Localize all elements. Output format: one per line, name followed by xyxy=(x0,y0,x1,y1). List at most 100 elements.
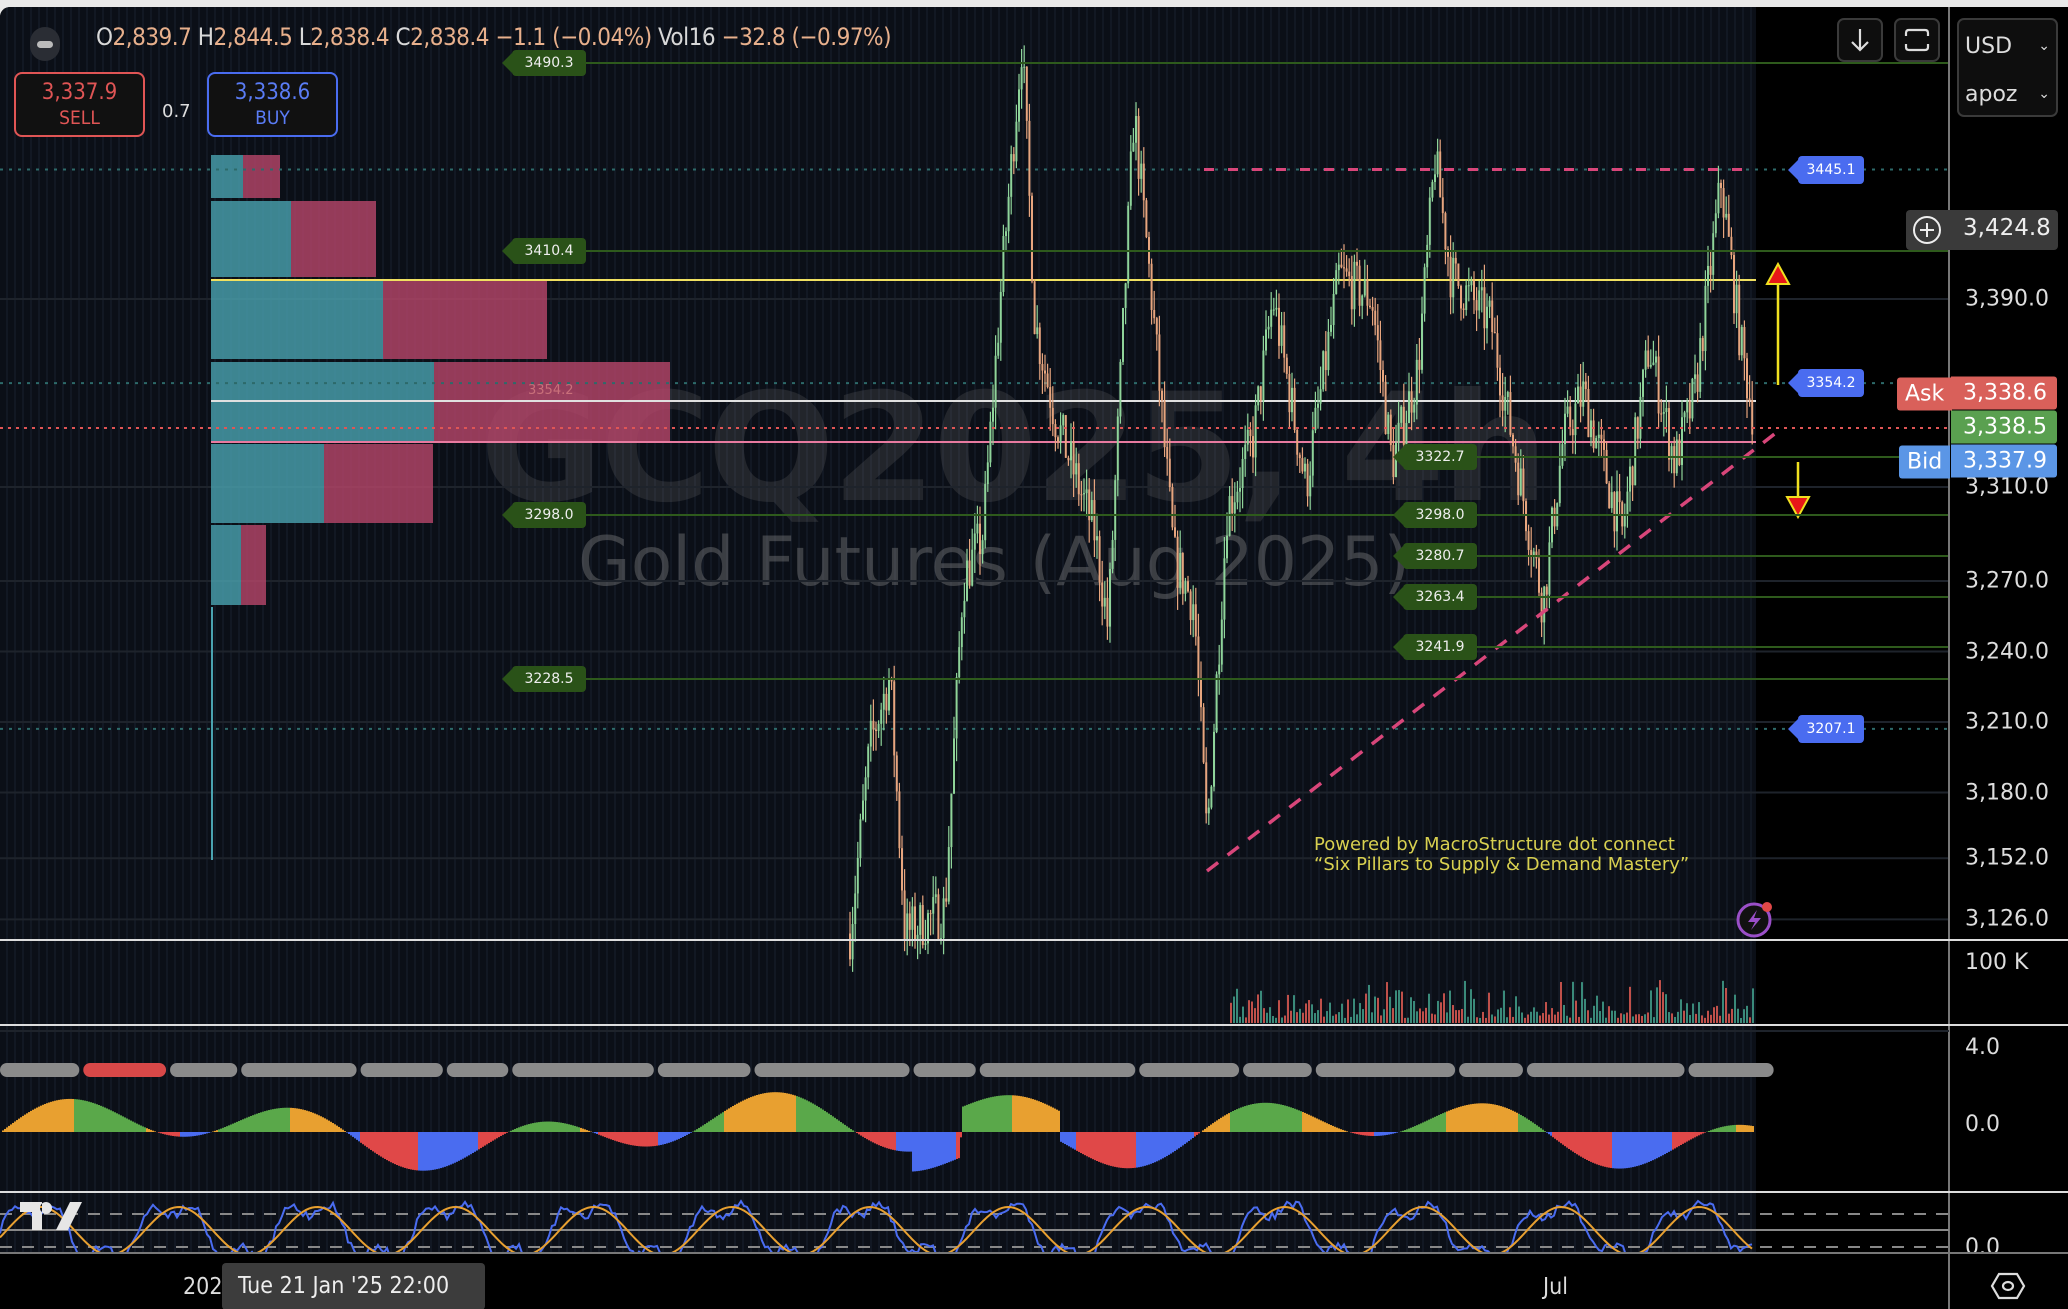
add-alert-plus-icon[interactable] xyxy=(1912,215,1942,245)
candle-body xyxy=(1548,542,1551,595)
osc-histogram-bar xyxy=(812,1103,814,1132)
osc-histogram-bar xyxy=(14,1121,16,1132)
osc-histogram-bar xyxy=(1310,1115,1312,1132)
osc-histogram-bar xyxy=(1514,1111,1516,1132)
candle-body xyxy=(1171,487,1174,528)
osc-histogram-bar xyxy=(826,1112,828,1132)
osc-histogram-bar xyxy=(82,1100,84,1132)
osc-histogram-bar xyxy=(244,1118,246,1132)
volume-bar xyxy=(1608,1006,1610,1023)
candle-body xyxy=(1644,350,1647,370)
candle-body xyxy=(1200,678,1202,708)
osc-histogram-bar xyxy=(866,1132,868,1140)
buy-button[interactable]: 3,338.6 BUY xyxy=(207,72,338,137)
volume-panel-separator[interactable] xyxy=(0,939,2068,941)
volume-bar xyxy=(1704,1017,1706,1023)
settings-icon[interactable] xyxy=(1990,1271,2026,1301)
volume-bar xyxy=(1278,1000,1280,1023)
osc-histogram-bar xyxy=(1744,1125,1746,1132)
osc-histogram-bar xyxy=(276,1108,278,1132)
osc-histogram-bar xyxy=(1678,1132,1680,1147)
candle-body xyxy=(1574,403,1577,436)
candle-body xyxy=(1431,182,1434,198)
currency-unit-selector[interactable]: USD ⌄ apoz ⌄ xyxy=(1957,18,2058,117)
candle-body xyxy=(1163,400,1166,448)
osc-histogram-bar xyxy=(836,1119,838,1132)
candle-body xyxy=(1046,373,1049,388)
candle-body xyxy=(1376,325,1379,341)
unit-select[interactable]: apoz xyxy=(1965,82,2018,107)
osc-histogram-bar xyxy=(70,1098,72,1132)
currency-select[interactable]: USD xyxy=(1965,34,2013,59)
candle-body xyxy=(859,819,862,858)
ask-tag: Ask xyxy=(1897,377,1953,411)
osc-histogram-bar xyxy=(664,1132,666,1144)
fullscreen-button[interactable] xyxy=(1894,18,1940,62)
volume-bar xyxy=(1578,1016,1580,1023)
osc-histogram-bar xyxy=(214,1130,216,1132)
candle-body xyxy=(1278,307,1280,346)
osc-histogram-bar xyxy=(894,1132,896,1151)
sell-button[interactable]: 3,337.9 SELL xyxy=(14,72,145,137)
candle-body xyxy=(940,938,942,940)
osc-histogram-bar xyxy=(748,1097,750,1132)
osc-histogram-bar xyxy=(1650,1132,1652,1162)
osc-histogram-bar xyxy=(890,1132,892,1150)
volume-bar xyxy=(1365,993,1367,1023)
volume-bar xyxy=(1467,1016,1469,1023)
tradingview-logo-icon[interactable] xyxy=(18,1200,84,1232)
candle-body xyxy=(1660,413,1663,415)
osc-histogram-bar xyxy=(76,1099,78,1132)
candle-body xyxy=(862,800,864,820)
candle-body xyxy=(1517,462,1520,496)
stoch-panel-separator[interactable] xyxy=(0,1191,2068,1193)
volume-bar xyxy=(1656,987,1658,1023)
osc-histogram-bar xyxy=(1060,1132,1062,1142)
level-tag-right: 3298.0 xyxy=(1393,502,1477,529)
osc-histogram-bar xyxy=(1158,1132,1160,1161)
osc-histogram-bar xyxy=(1406,1129,1408,1132)
volume-bar xyxy=(1614,1010,1616,1023)
candle-body xyxy=(890,678,893,682)
osc-histogram-bar xyxy=(1010,1095,1012,1132)
osc-histogram-bar xyxy=(236,1121,238,1132)
osc-histogram-bar xyxy=(740,1101,742,1132)
osc-histogram-bar xyxy=(1752,1126,1754,1132)
volume-bar xyxy=(1395,990,1397,1023)
osc-histogram-bar xyxy=(16,1120,18,1132)
osc-histogram-bar xyxy=(1344,1130,1346,1132)
volume-bar xyxy=(1512,1016,1514,1023)
osc-histogram-bar xyxy=(32,1109,34,1132)
osc-histogram-bar xyxy=(850,1129,852,1132)
oscillator-panel-separator[interactable] xyxy=(0,1024,2068,1026)
osc-histogram-bar xyxy=(806,1100,808,1132)
osc-histogram-bar xyxy=(1482,1103,1484,1132)
alert-lightning-button[interactable] xyxy=(1735,897,1777,943)
osc-histogram-bar xyxy=(1614,1132,1616,1169)
osc-histogram-bar xyxy=(1190,1132,1192,1140)
volume-bar xyxy=(1371,1012,1373,1023)
osc-histogram-bar xyxy=(884,1132,886,1148)
regime-pill xyxy=(512,1063,654,1077)
osc-histogram-bar xyxy=(904,1132,906,1152)
level-line xyxy=(1477,595,1948,598)
volume-bar xyxy=(1728,1013,1730,1023)
osc-histogram-bar xyxy=(596,1132,598,1134)
osc-histogram-bar xyxy=(706,1122,708,1132)
candle-body xyxy=(1514,446,1517,463)
download-button[interactable] xyxy=(1837,18,1883,62)
volume-bar xyxy=(1584,998,1586,1023)
volume-bar xyxy=(1311,1004,1313,1023)
candle-body xyxy=(1293,387,1296,430)
osc-histogram-bar xyxy=(1228,1113,1230,1132)
volume-bar xyxy=(1251,1001,1253,1023)
osc-histogram-bar xyxy=(990,1097,992,1132)
candle-body xyxy=(1691,378,1694,419)
osc-histogram-bar xyxy=(1280,1104,1282,1132)
osc-histogram-bar xyxy=(1698,1132,1700,1136)
volume-bar xyxy=(1464,980,1466,1023)
candle-body xyxy=(1002,236,1005,292)
stoch-d-line xyxy=(0,1205,1753,1252)
volume-bar xyxy=(1305,1003,1307,1023)
collapse-legend-button[interactable] xyxy=(30,27,60,61)
